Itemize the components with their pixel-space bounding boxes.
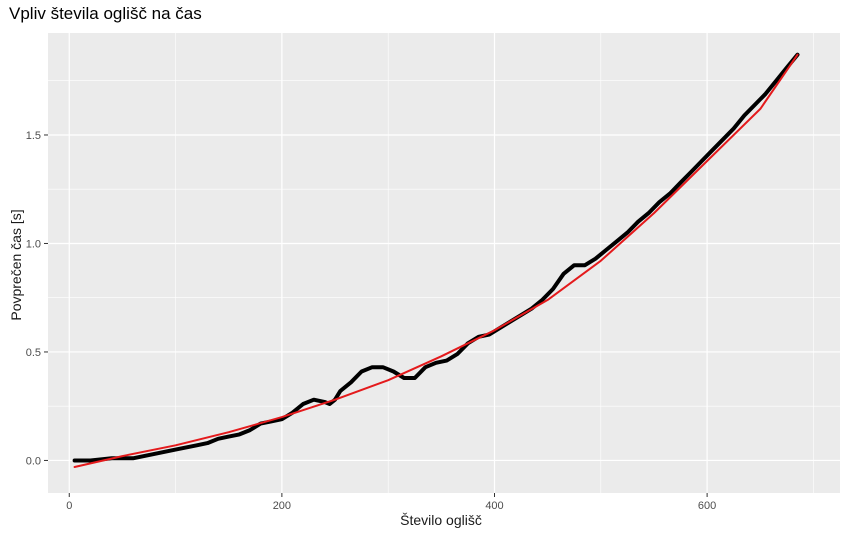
x-tick-label: 0 bbox=[66, 500, 72, 512]
x-tick-label: 600 bbox=[698, 500, 716, 512]
y-tick-label: 1.0 bbox=[26, 238, 41, 250]
x-tick-label: 200 bbox=[273, 500, 291, 512]
y-tick-label: 0.0 bbox=[26, 455, 41, 467]
x-axis-label: Število oglišč bbox=[400, 512, 482, 528]
series-line-fit bbox=[73, 53, 799, 468]
series-line-measured bbox=[72, 52, 800, 463]
plot-panel bbox=[48, 33, 840, 493]
chart-title: Vpliv števila oglišč na čas bbox=[9, 4, 202, 23]
y-tick-label: 1.5 bbox=[26, 130, 41, 142]
x-tick-label: 400 bbox=[485, 500, 503, 512]
y-tick-label: 0.5 bbox=[26, 347, 41, 359]
